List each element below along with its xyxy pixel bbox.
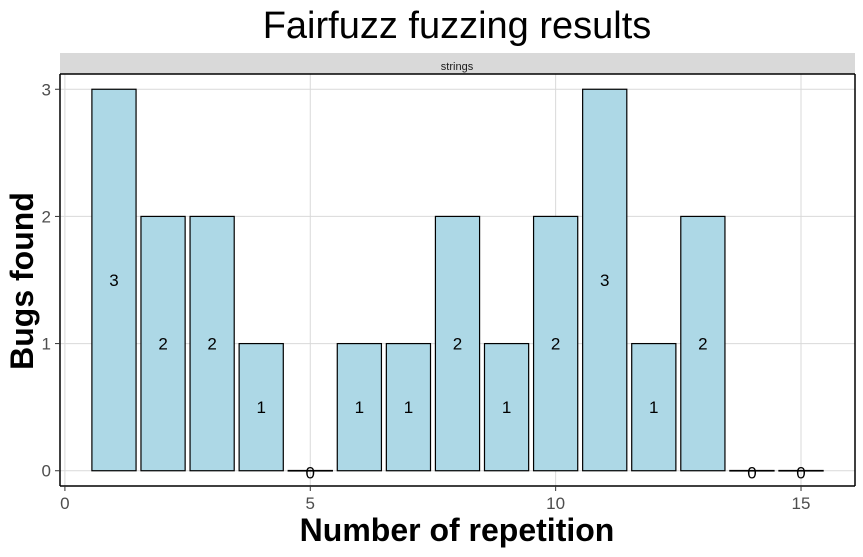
bar-14 (729, 469, 775, 472)
bar-label-8: 2 (453, 335, 462, 354)
bar-10 (532, 215, 579, 472)
bar-label-15: 0 (796, 464, 805, 483)
bar-13 (680, 215, 726, 472)
bar-5 (287, 469, 333, 472)
bar-labels: 3 2 2 1 0 1 1 2 1 2 3 1 2 0 0 (109, 271, 806, 483)
x-axis-ticks: 0 5 10 15 (60, 486, 810, 513)
bar-label-4: 1 (256, 398, 265, 417)
bar-label-12: 1 (649, 398, 658, 417)
bar-label-5: 0 (306, 464, 315, 483)
bar-12 (631, 342, 677, 472)
x-tick-label-15: 15 (792, 494, 811, 513)
y-tick-label-1: 1 (42, 335, 51, 354)
x-tick-label-10: 10 (546, 494, 565, 513)
bar-label-6: 1 (355, 398, 364, 417)
bar-11 (582, 88, 628, 472)
bar-7 (385, 342, 432, 472)
bar-4 (238, 342, 284, 472)
bar-15 (778, 469, 824, 472)
x-tick-label-0: 0 (60, 494, 69, 513)
x-axis-title: Number of repetition (300, 512, 615, 548)
bar-label-7: 1 (404, 398, 413, 417)
y-tick-label-3: 3 (42, 80, 51, 99)
bar-label-10: 2 (551, 335, 560, 354)
facet-strip (60, 53, 855, 74)
bar-label-2: 2 (158, 335, 167, 354)
y-axis-title: Bugs found (4, 192, 40, 370)
bar-2 (140, 215, 186, 472)
bar-3 (189, 215, 235, 472)
bar-label-3: 2 (207, 335, 216, 354)
y-axis-ticks: 0 1 2 3 (42, 80, 60, 481)
x-tick-label-5: 5 (306, 494, 315, 513)
chart-title: Fairfuzz fuzzing results (263, 5, 652, 47)
bar-label-14: 0 (747, 464, 756, 483)
bar-label-13: 2 (698, 335, 707, 354)
y-tick-label-0: 0 (42, 462, 51, 481)
facet-label: strings (441, 61, 474, 73)
bar-label-9: 1 (502, 398, 511, 417)
y-tick-label-2: 2 (42, 207, 51, 226)
bar-8 (434, 215, 481, 472)
bar-9 (483, 342, 530, 472)
bar-label-1: 3 (109, 271, 118, 290)
bars (91, 88, 824, 472)
bar-6 (336, 342, 383, 472)
bar-1 (91, 88, 137, 472)
bar-label-11: 3 (600, 271, 609, 290)
